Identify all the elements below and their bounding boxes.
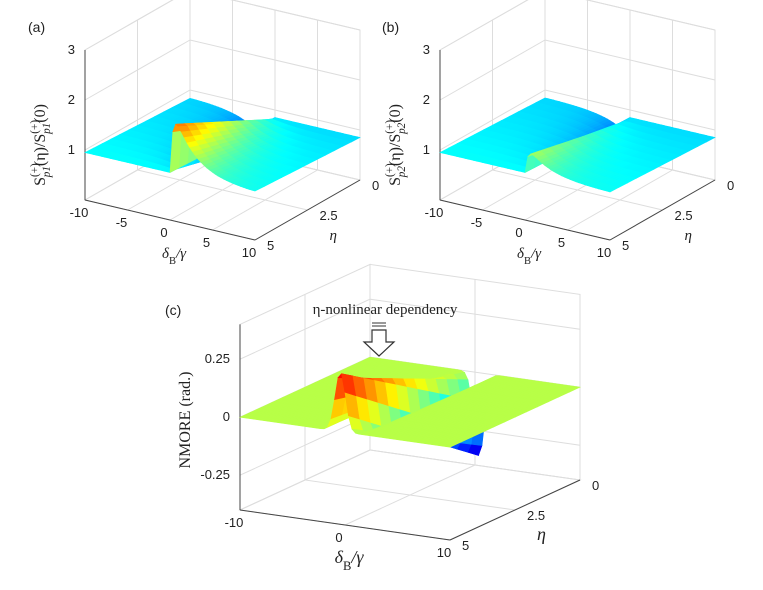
x-label-part: /γ bbox=[175, 246, 187, 262]
x-tick-label: -10 bbox=[70, 205, 89, 220]
z-label-part: (0) bbox=[387, 104, 404, 123]
surface-patch bbox=[251, 185, 265, 192]
annotation-arrow bbox=[362, 329, 396, 357]
surface bbox=[439, 97, 716, 193]
x-axis-label: δB/γ bbox=[517, 246, 542, 267]
y-axis-label: η bbox=[685, 228, 692, 244]
x-tick-label: 0 bbox=[515, 225, 522, 240]
grid-line bbox=[137, 20, 308, 211]
x-tick-label: 0 bbox=[160, 225, 167, 240]
y-tick-label: 2.5 bbox=[675, 208, 693, 223]
z-label-part: NMORE (rad.) bbox=[177, 372, 194, 469]
x-tick-label: 10 bbox=[437, 545, 451, 560]
y-tick-label: 5 bbox=[267, 238, 274, 253]
z-tick-label: 3 bbox=[68, 42, 75, 57]
z-tick-label: 1 bbox=[423, 142, 430, 157]
z-tick-label: 0.25 bbox=[205, 351, 230, 366]
y-axis-label: η bbox=[330, 228, 337, 244]
y-tick-label: 5 bbox=[622, 238, 629, 253]
surface bbox=[238, 356, 582, 456]
x-label-part: δ bbox=[335, 547, 344, 567]
panel-label: (a) bbox=[28, 19, 45, 35]
axis-line bbox=[239, 509, 451, 541]
grid-line bbox=[439, 0, 716, 51]
axis-line bbox=[449, 479, 581, 541]
axis-line bbox=[439, 199, 611, 241]
y-tick-label: 0 bbox=[727, 178, 734, 193]
z-label-part: S bbox=[32, 177, 49, 186]
z-label-part: p2 bbox=[396, 122, 408, 135]
x-label-part: B bbox=[169, 256, 176, 267]
grid-line bbox=[304, 294, 516, 511]
z-label-part: S bbox=[387, 177, 404, 186]
z-label-part: (+) bbox=[384, 120, 396, 134]
x-axis-label: δB/γ bbox=[335, 547, 365, 573]
z-axis-label: S(+)p2(η)/S(+)p2(0) bbox=[384, 104, 408, 186]
surface bbox=[84, 97, 361, 192]
z-label-part: (+) bbox=[29, 163, 41, 177]
x-tick-label: 10 bbox=[242, 245, 256, 260]
z-label-part: p1 bbox=[41, 123, 53, 135]
x-label-part: /γ bbox=[530, 246, 542, 262]
z-tick-label: 0 bbox=[223, 409, 230, 424]
surface-patch bbox=[606, 186, 620, 193]
annotation: η-nonlinear dependency bbox=[313, 302, 458, 318]
z-label-part: p1 bbox=[41, 166, 53, 178]
axis-line bbox=[84, 199, 256, 241]
grid-line bbox=[84, 0, 361, 51]
z-axis-label: NMORE (rad.) bbox=[177, 372, 194, 469]
x-label-part: B bbox=[524, 256, 531, 267]
panel-label: (b) bbox=[382, 19, 399, 35]
y-tick-label: 2.5 bbox=[527, 508, 545, 523]
z-label-part: (+) bbox=[29, 120, 41, 134]
z-label-part: (η)/S bbox=[32, 134, 49, 166]
x-tick-label: 5 bbox=[558, 235, 565, 250]
x-axis-label: δB/γ bbox=[162, 246, 187, 267]
z-label-part: (+) bbox=[384, 163, 396, 177]
z-tick-label: 3 bbox=[423, 42, 430, 57]
y-tick-label: 5 bbox=[462, 538, 469, 553]
x-tick-label: -5 bbox=[471, 215, 483, 230]
surface-patch bbox=[445, 441, 462, 448]
y-axis-label: η bbox=[537, 524, 546, 544]
z-tick-label: 1 bbox=[68, 142, 75, 157]
x-label-part: B bbox=[343, 559, 351, 573]
z-tick-label: 2 bbox=[68, 92, 75, 107]
x-tick-label: 10 bbox=[597, 245, 611, 260]
x-tick-label: -10 bbox=[225, 515, 244, 530]
z-label-part: (η)/S bbox=[387, 134, 404, 166]
panel-label: (c) bbox=[165, 302, 181, 318]
z-tick-label: 2 bbox=[423, 92, 430, 107]
grid-line bbox=[492, 20, 663, 211]
y-tick-label: 0 bbox=[372, 178, 379, 193]
y-tick-label: 0 bbox=[592, 478, 599, 493]
x-tick-label: 0 bbox=[335, 530, 342, 545]
z-tick-label: -0.25 bbox=[200, 467, 230, 482]
axis-line bbox=[609, 179, 716, 241]
axis-line bbox=[254, 179, 361, 241]
y-tick-label: 2.5 bbox=[320, 208, 338, 223]
x-tick-label: -10 bbox=[425, 205, 444, 220]
x-label-part: δ bbox=[162, 246, 170, 262]
z-label-part: (0) bbox=[32, 104, 49, 123]
x-tick-label: -5 bbox=[116, 215, 128, 230]
x-label-part: δ bbox=[517, 246, 525, 262]
z-label-part: p2 bbox=[396, 166, 408, 179]
grid-line bbox=[369, 264, 581, 481]
z-axis-label: S(+)p1(η)/S(+)p1(0) bbox=[29, 104, 53, 186]
x-tick-label: 5 bbox=[203, 235, 210, 250]
x-label-part: /γ bbox=[350, 547, 364, 567]
